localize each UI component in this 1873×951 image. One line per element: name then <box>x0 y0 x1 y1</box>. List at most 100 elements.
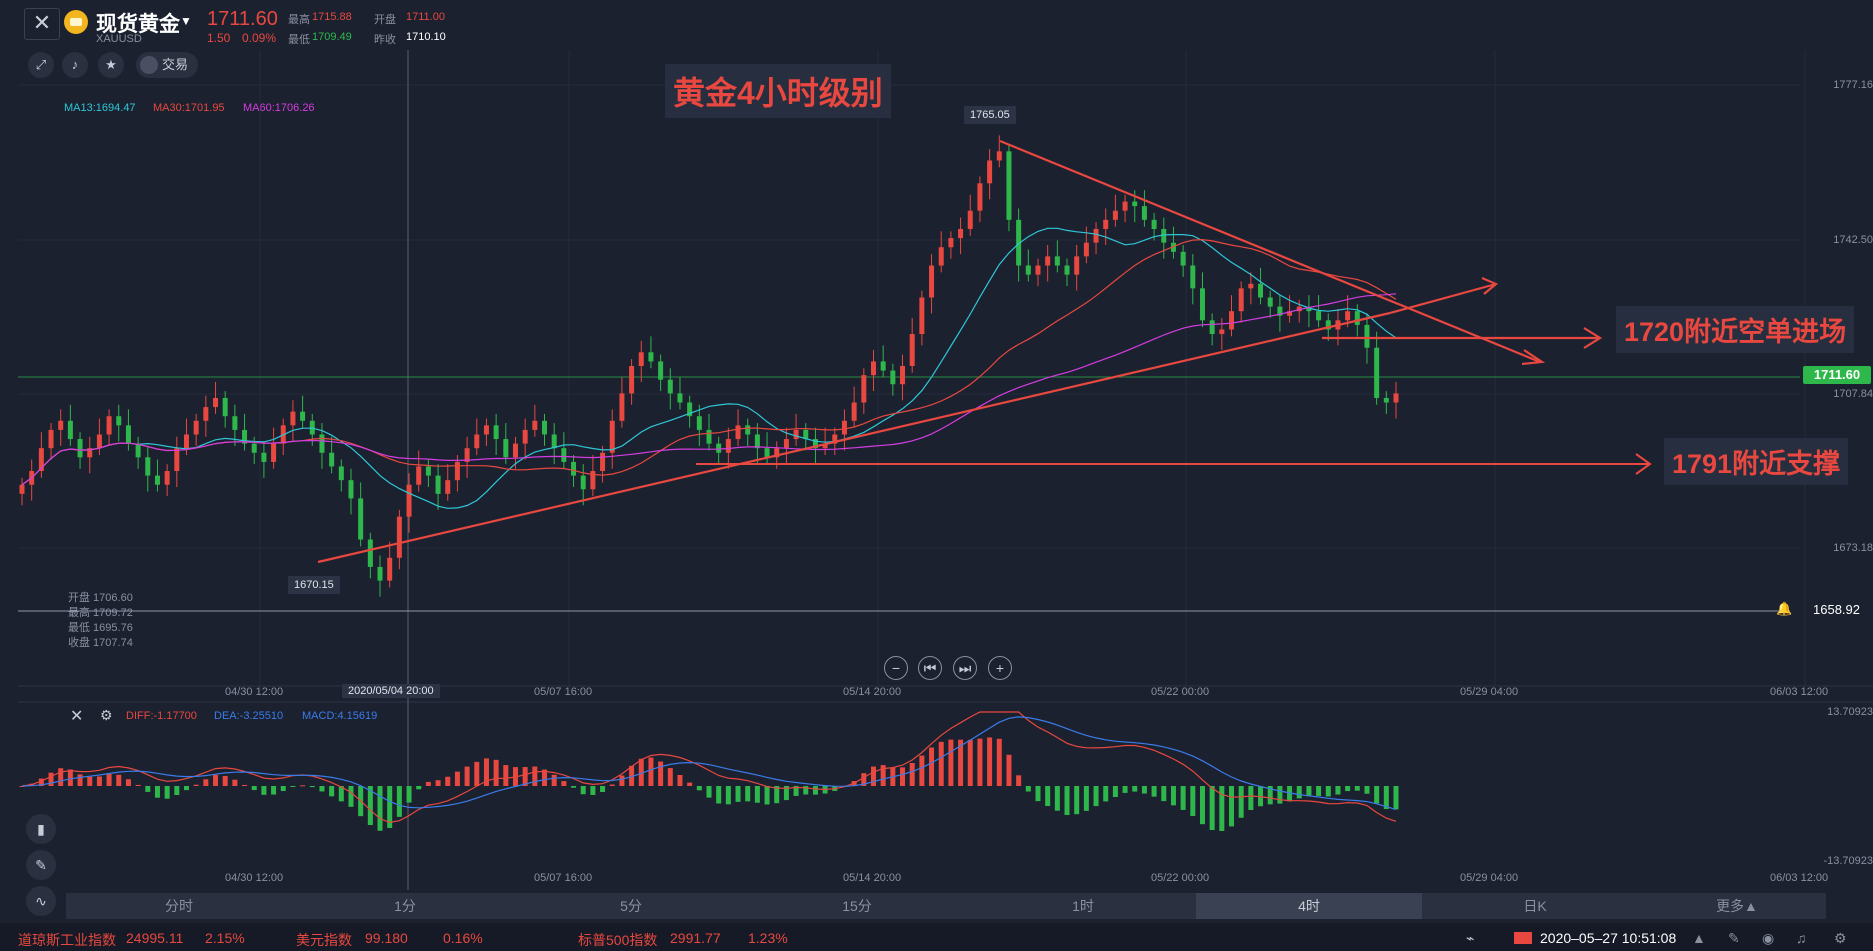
trade-button[interactable]: 交易 <box>136 52 198 78</box>
candle-body[interactable] <box>542 420 548 435</box>
candle-body[interactable] <box>1035 265 1041 275</box>
candle-body[interactable] <box>164 471 170 485</box>
period-tab[interactable]: 1时 <box>1072 898 1094 914</box>
candle-body[interactable] <box>1093 228 1099 243</box>
candle-body[interactable] <box>532 420 538 430</box>
period-tab[interactable]: 日K <box>1523 898 1547 914</box>
candle-body[interactable] <box>183 434 189 449</box>
candle-body[interactable] <box>629 365 635 394</box>
candle-body[interactable] <box>367 539 373 567</box>
candle-body[interactable] <box>1238 288 1244 312</box>
candle-body[interactable] <box>58 420 64 430</box>
candle-body[interactable] <box>1151 219 1157 229</box>
candle-body[interactable] <box>600 452 606 472</box>
candle-body[interactable] <box>1209 320 1215 335</box>
candle-body[interactable] <box>706 429 712 444</box>
candle-body[interactable] <box>1161 228 1167 243</box>
candle-body[interactable] <box>1045 256 1051 266</box>
candle-body[interactable] <box>77 439 83 458</box>
candle-body[interactable] <box>1190 265 1196 289</box>
candle-body[interactable] <box>522 429 528 444</box>
candle-body[interactable] <box>261 452 267 462</box>
candle-body[interactable] <box>938 247 944 266</box>
candle-body[interactable] <box>416 466 422 485</box>
candle-body[interactable] <box>996 151 1002 161</box>
candle-body[interactable] <box>1277 306 1283 316</box>
candle-body[interactable] <box>754 434 760 449</box>
candle-body[interactable] <box>358 498 364 540</box>
candle-body[interactable] <box>1345 311 1351 321</box>
candle-body[interactable] <box>1006 151 1012 220</box>
close-macd-icon[interactable]: ✕ <box>70 708 84 725</box>
candle-body[interactable] <box>764 448 770 458</box>
mute-icon[interactable]: ♫ <box>1796 930 1807 946</box>
period-tab[interactable]: 1分 <box>394 898 416 914</box>
candle-body[interactable] <box>1248 283 1254 289</box>
chevron-down-icon[interactable]: ▼ <box>180 14 192 28</box>
candle-body[interactable] <box>735 425 741 440</box>
candle-body[interactable] <box>387 557 393 581</box>
candle-body[interactable] <box>803 429 809 440</box>
candle-body[interactable] <box>1132 201 1138 207</box>
candle-body[interactable] <box>1325 320 1331 330</box>
candle-body[interactable] <box>271 443 277 462</box>
candle-body[interactable] <box>1296 306 1302 312</box>
candle-body[interactable] <box>125 425 131 444</box>
candle-body[interactable] <box>474 434 480 449</box>
period-more[interactable]: 更多▲ <box>1716 898 1758 914</box>
candle-body[interactable] <box>290 411 296 426</box>
candle-body[interactable] <box>38 448 44 472</box>
candle-body[interactable] <box>929 265 935 298</box>
bell-icon[interactable]: ♪ <box>62 52 88 78</box>
edit-icon[interactable]: ✎ <box>1728 930 1740 946</box>
candle-body[interactable] <box>1141 206 1147 220</box>
candle-body[interactable] <box>48 429 54 449</box>
candle-body[interactable] <box>329 452 335 467</box>
candle-body[interactable] <box>145 457 151 476</box>
candle-body[interactable] <box>1083 242 1089 257</box>
candle-body[interactable] <box>406 484 412 517</box>
candle-body[interactable] <box>1219 329 1225 335</box>
period-tab-active[interactable]: 4时 <box>1196 893 1422 919</box>
candle-body[interactable] <box>193 420 199 435</box>
chart-type-icon[interactable]: ∿ <box>26 886 56 916</box>
camera-icon[interactable]: ◉ <box>1762 930 1775 946</box>
candle-body[interactable] <box>861 375 867 403</box>
candle-body[interactable] <box>203 407 209 421</box>
dow-label[interactable]: 道琼斯工业指数 <box>18 932 116 948</box>
candle-body[interactable] <box>1054 256 1060 266</box>
indicator-icon[interactable]: ▮ <box>26 814 56 844</box>
usd-label[interactable]: 美元指数 <box>296 932 352 948</box>
candle-body[interactable] <box>667 379 673 394</box>
candle-body[interactable] <box>832 434 838 444</box>
rewind-button[interactable]: ⏮ <box>918 656 942 680</box>
candle-body[interactable] <box>213 397 219 408</box>
candle-body[interactable] <box>503 439 509 458</box>
candle-body[interactable] <box>242 429 248 444</box>
period-tab[interactable]: 分时 <box>165 898 193 914</box>
candle-body[interactable] <box>648 352 654 362</box>
period-tab[interactable]: 15分 <box>842 898 872 914</box>
candle-body[interactable] <box>96 434 102 449</box>
candle-body[interactable] <box>232 416 238 430</box>
candle-body[interactable] <box>1103 219 1109 229</box>
candle-body[interactable] <box>1364 324 1370 348</box>
candle-body[interactable] <box>580 475 586 490</box>
candle-body[interactable] <box>774 448 780 458</box>
candle-body[interactable] <box>793 429 799 440</box>
wifi-off-icon[interactable]: ⌁ <box>1466 930 1475 946</box>
candle-body[interactable] <box>483 425 489 435</box>
candle-body[interactable] <box>1074 256 1080 275</box>
candle-body[interactable] <box>1199 288 1205 321</box>
candle-body[interactable] <box>1025 265 1031 275</box>
candle-body[interactable] <box>696 416 702 430</box>
settings-icon[interactable]: ⚙ <box>1834 930 1847 946</box>
candle-body[interactable] <box>319 434 325 453</box>
candle-body[interactable] <box>300 411 306 421</box>
candle-body[interactable] <box>338 466 344 481</box>
candle-body[interactable] <box>677 393 683 403</box>
candle-body[interactable] <box>1287 311 1293 316</box>
candle-body[interactable] <box>977 183 983 211</box>
candle-body[interactable] <box>909 334 915 366</box>
candle-body[interactable] <box>1374 347 1380 398</box>
